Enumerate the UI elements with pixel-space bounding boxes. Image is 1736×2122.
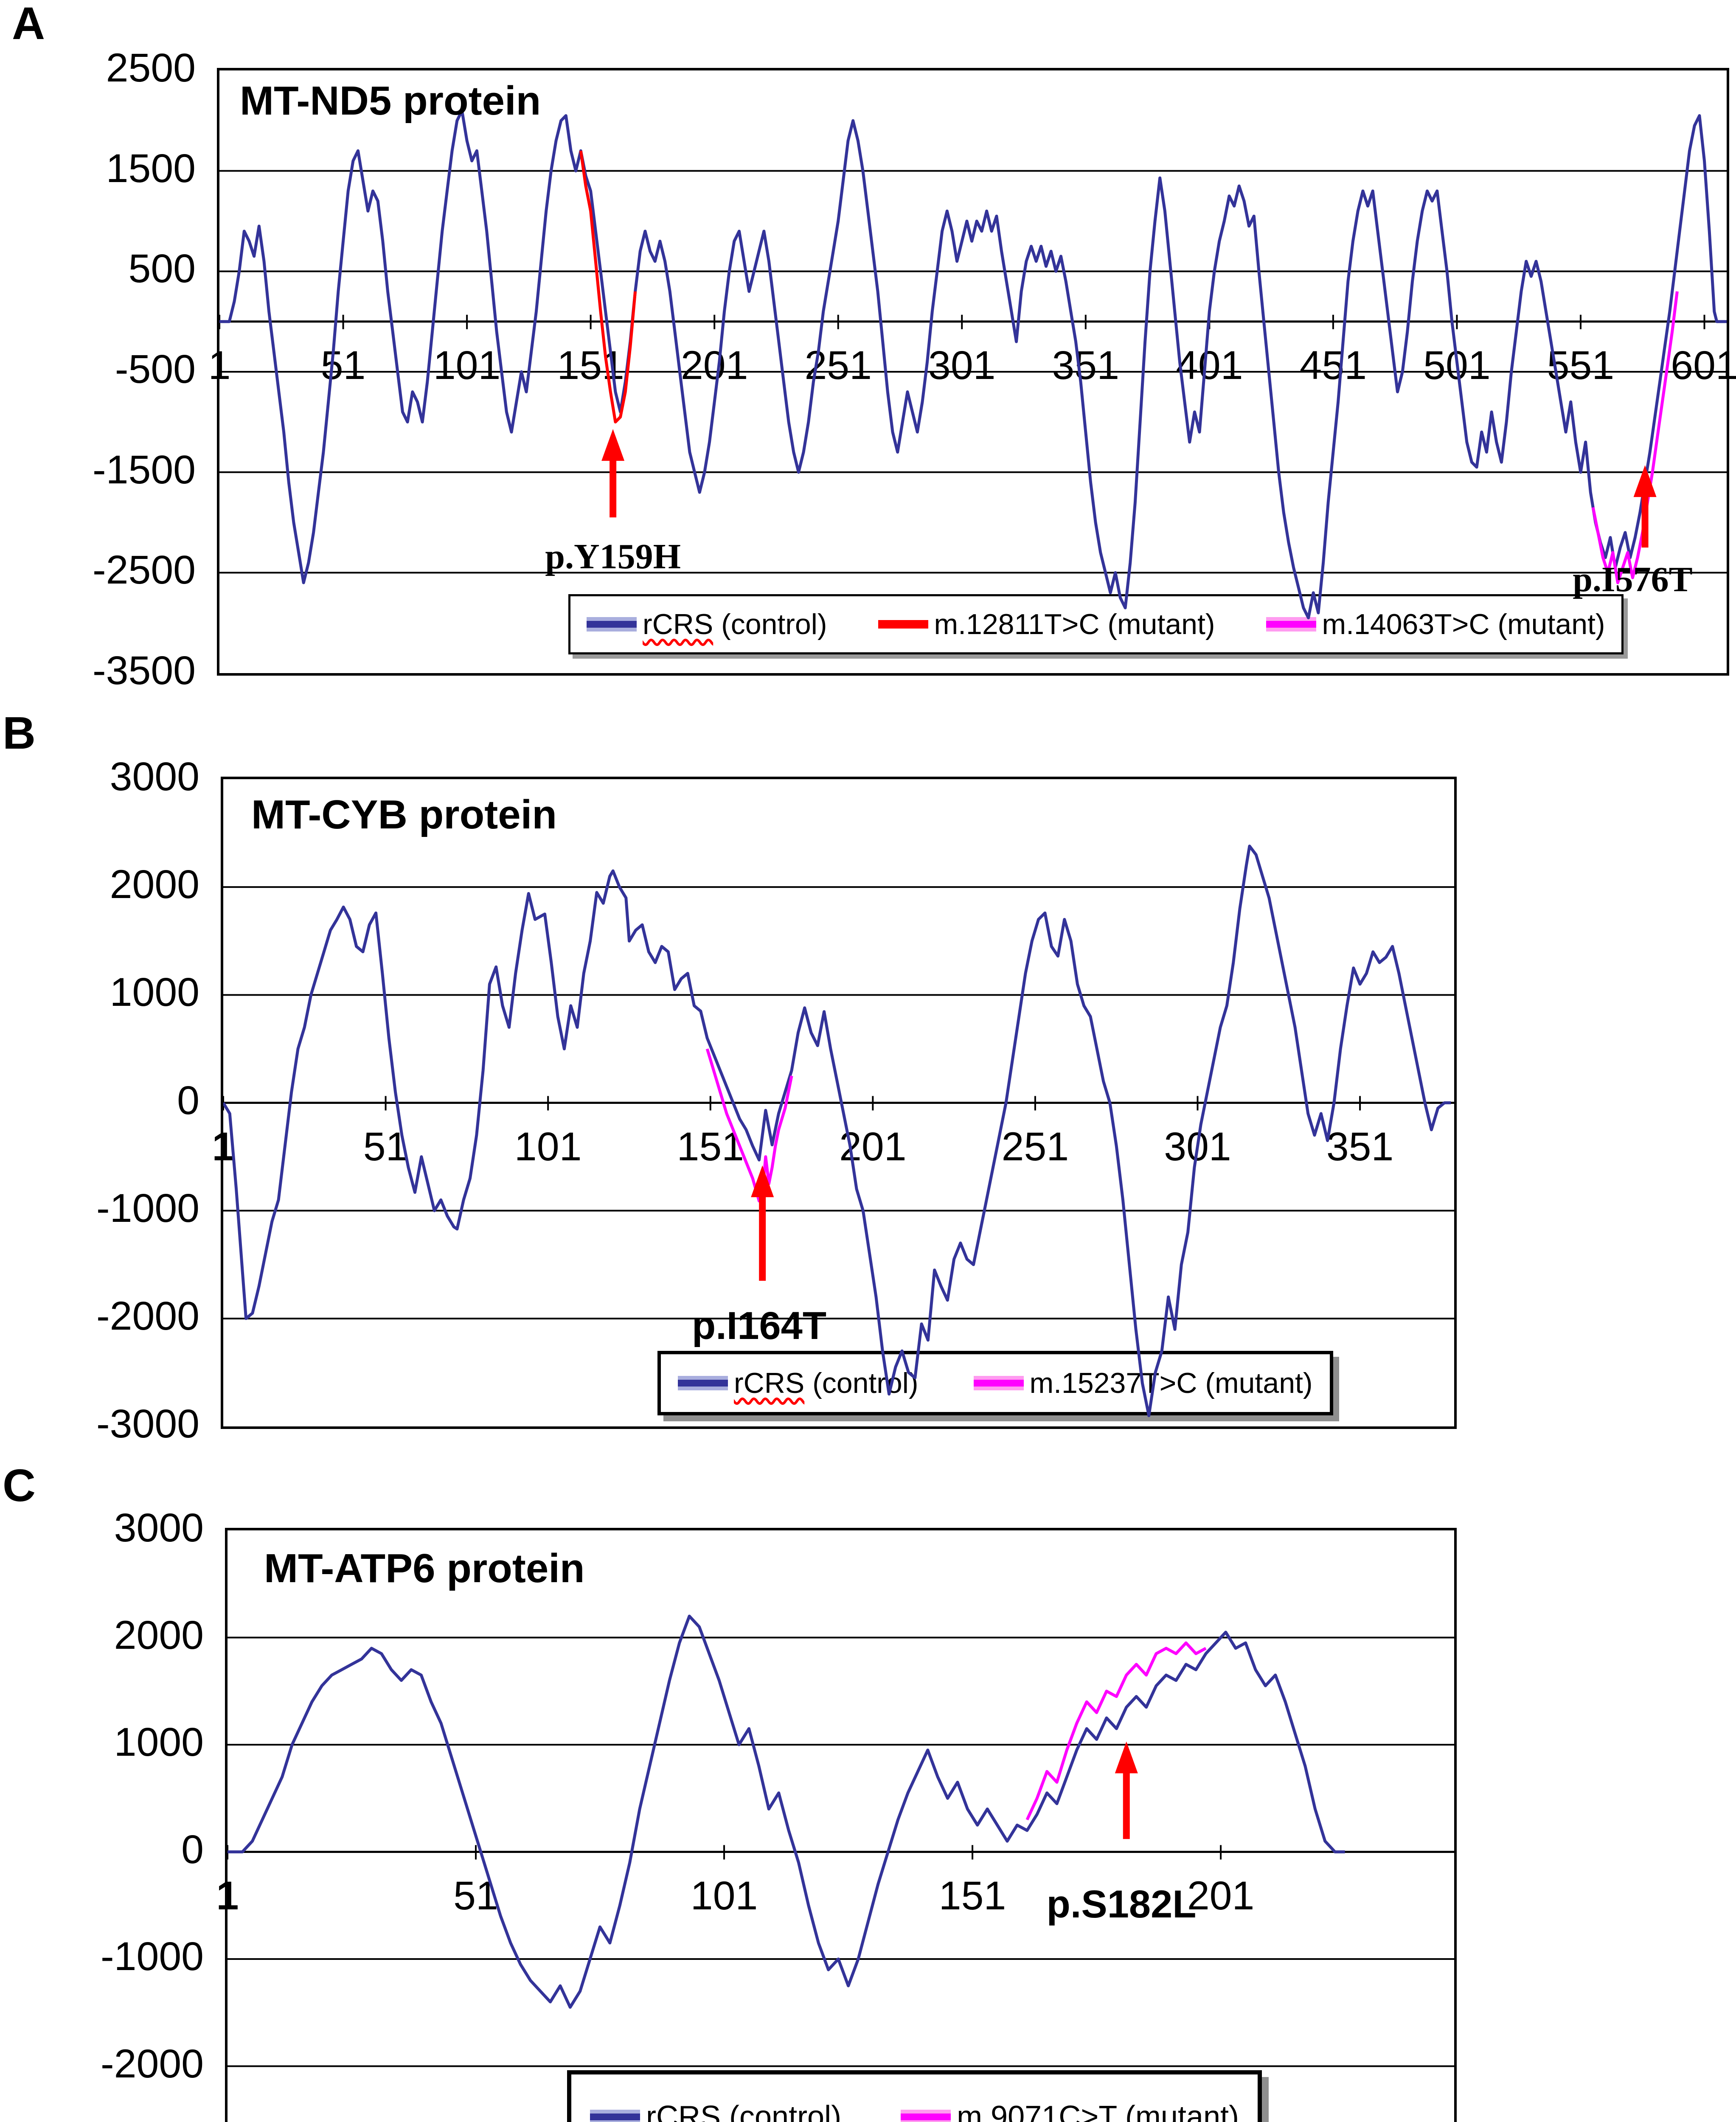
x-axis-tick-label: 451 [1299, 342, 1367, 388]
y-axis-tick-label: 1000 [110, 970, 199, 1015]
y-axis-tick-label: 2000 [110, 862, 199, 907]
y-axis-tick-label: 500 [128, 246, 196, 292]
chart-title-c: MT-ATP6 protein [264, 1546, 585, 1591]
legend-label: rCRS (control) [646, 2101, 841, 2122]
series-line-mutant-2 [1591, 291, 1679, 584]
legend-label: rCRS (control) [734, 1367, 919, 1399]
chart-canvas-c [228, 1614, 1454, 2067]
chart-canvas-a [219, 109, 1727, 620]
misspelled-word: rCRS [646, 2100, 721, 2122]
legend-label: m.12811T>C (mutant) [934, 608, 1215, 640]
legend-line-mutant-red [878, 620, 928, 629]
mutation-arrow-shaft [1123, 1766, 1130, 1839]
y-axis-tick-label: -2000 [101, 2041, 204, 2086]
series-line-mutant-1 [1025, 1641, 1207, 1821]
legend-entry: rCRS (control) [678, 1367, 919, 1399]
y-axis-tick-label: -1000 [96, 1185, 199, 1231]
mutation-arrow-head [751, 1165, 774, 1197]
legend-line-mutant-magenta [901, 2114, 951, 2120]
x-axis-tick-label: 201 [1187, 1873, 1255, 1918]
plot-area-c: MT-ATP6 protein p.S182L rCRS (control) m… [216, 1528, 1457, 2122]
annotation-p-i576t: p.I576T [1573, 559, 1693, 599]
annotation-p-s182l: p.S182L [1046, 1883, 1197, 1926]
legend-b: rCRS (control) m.15237T>C (mutant) [657, 1351, 1333, 1415]
x-axis-tick-label: 101 [690, 1873, 758, 1918]
chart-title-a: MT-ND5 protein [240, 78, 541, 124]
mutation-arrow-head [1633, 465, 1657, 497]
series-line-mutant-1 [579, 150, 637, 424]
legend-a: rCRS (control) m.12811T>C (mutant) m.140… [568, 594, 1624, 654]
x-axis-tick-label: 251 [1001, 1124, 1069, 1169]
legend-line-control [678, 1380, 728, 1387]
y-axis-tick-label: 2500 [106, 45, 196, 90]
legend-entry: rCRS (control) [587, 608, 827, 640]
x-axis-tick-label: 151 [938, 1873, 1006, 1918]
y-axis-tick-label: 2000 [114, 1612, 204, 1658]
y-axis-tick-label: -3000 [96, 1401, 199, 1446]
annotation-p-y159h: p.Y159H [545, 536, 681, 576]
series-line-control [223, 845, 1451, 1417]
plot-area-b: MT-CYB protein p.I164T rCRS (control) m.… [212, 777, 1457, 1429]
x-axis-tick-label: 351 [1052, 342, 1120, 388]
legend-label: m.14063T>C (mutant) [1322, 608, 1605, 640]
legend-label: m.9071C>T (mutant) [957, 2100, 1239, 2122]
annotation-p-i164t: p.I164T [692, 1304, 827, 1348]
x-axis-tick-label: 351 [1326, 1124, 1394, 1169]
y-axis-tick-label: 1000 [114, 1720, 204, 1765]
x-axis-tick-label: 401 [1176, 342, 1243, 388]
y-axis-tick-label: 0 [181, 1827, 204, 1872]
legend-line-control [590, 2114, 640, 2120]
misspelled-word: rCRS [734, 1367, 805, 1399]
x-axis-tick-label: 101 [514, 1124, 582, 1169]
y-axis-tick-label: 3000 [110, 754, 199, 799]
panel-label-b: B [3, 707, 36, 758]
legend-entry: m.14063T>C (mutant) [1266, 608, 1605, 640]
mutation-arrow-shaft [1641, 490, 1649, 548]
misspelled-word: rCRS [643, 608, 714, 640]
panel-label-c: C [3, 1460, 36, 1511]
y-axis-tick-label: -1000 [101, 1934, 204, 1979]
legend-entry: m.9071C>T (mutant) [901, 2101, 1239, 2122]
x-axis-tick-label: 1 [216, 1873, 239, 1918]
series-line-control [228, 1614, 1345, 2009]
legend-line-mutant-magenta [1266, 621, 1316, 628]
series-line-control [219, 109, 1727, 620]
legend-label: rCRS (control) [643, 608, 827, 640]
chart-canvas-b [223, 845, 1454, 1417]
x-axis-tick-label: 301 [928, 342, 996, 388]
x-axis-tick-label: 601 [1671, 342, 1736, 388]
chart-title-b: MT-CYB protein [251, 792, 557, 837]
mutation-arrow-shaft [610, 453, 617, 518]
mutation-arrow-shaft [759, 1190, 766, 1281]
y-axis-tick-label: -500 [115, 347, 196, 392]
x-axis-tick-label: 101 [433, 342, 501, 388]
y-axis-tick-label: -2500 [93, 547, 196, 593]
y-axis-tick-label: 0 [177, 1078, 199, 1123]
y-axis-tick-label: -2000 [96, 1293, 199, 1339]
legend-c: rCRS (control) m.9071C>T (mutant) [567, 2070, 1262, 2122]
plot-area-a: MT-ND5 protein p.Y159H p.I576T rCRS (con… [208, 68, 1736, 676]
legend-entry: m.15237T>C (mutant) [973, 1367, 1313, 1399]
y-axis-tick-label: -3500 [93, 648, 196, 693]
x-axis-tick-label: 1 [208, 342, 231, 388]
legend-line-mutant-magenta [973, 1380, 1024, 1387]
mutation-arrow-head [1115, 1741, 1138, 1774]
legend-label: m.15237T>C (mutant) [1029, 1367, 1313, 1399]
y-axis-tick-label: 1500 [106, 146, 196, 191]
mutation-arrow-head [601, 429, 625, 461]
legend-line-control [587, 621, 637, 628]
y-axis-tick-label: 3000 [114, 1505, 204, 1550]
panel-label-a: A [12, 0, 45, 49]
legend-entry: m.12811T>C (mutant) [878, 608, 1215, 640]
x-axis-tick-label: 51 [320, 342, 366, 388]
x-axis-tick-label: 201 [680, 342, 748, 388]
legend-entry: rCRS (control) [590, 2101, 841, 2122]
x-axis-tick-label: 151 [677, 1124, 744, 1169]
y-axis-tick-label: -1500 [93, 447, 196, 492]
